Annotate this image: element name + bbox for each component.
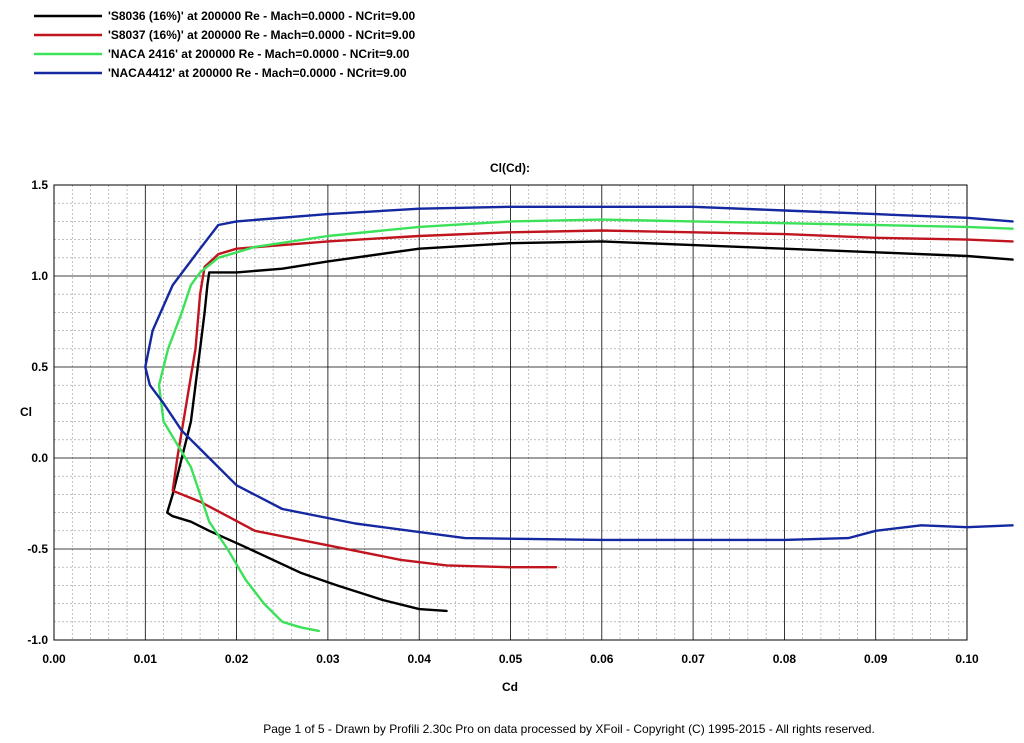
x-tick-labels: 0.00 0.01 0.02 0.03 0.04 0.05 0.06 0.07 0.08 0.09… [42, 652, 979, 666]
legend-entry: 'S8037 (16%)' at 200000 Re - Mach=0.0000… [108, 28, 416, 42]
y-axis-label: Cl [20, 405, 32, 419]
x-tick-label: 0.07 [681, 652, 705, 666]
series-line-1 [165, 240, 1014, 613]
series-line-2 [171, 229, 1014, 569]
chart-title: Cl(Cd): [490, 161, 530, 175]
x-tick-label: 0.02 [225, 652, 249, 666]
x-tick-label: 0.10 [955, 652, 979, 666]
legend-entry: 'NACA 2416' at 200000 Re - Mach=0.0000 -… [108, 47, 410, 61]
y-tick-labels: 1.5 1.0 0.5 0.0 -0.5 -1.0 [27, 178, 48, 647]
legend-entry: 'NACA4412' at 200000 Re - Mach=0.0000 - … [108, 66, 407, 80]
x-tick-label: 0.00 [42, 652, 66, 666]
x-tick-label: 0.04 [408, 652, 432, 666]
x-tick-label: 0.05 [499, 652, 523, 666]
legend: 'S8036 (16%)' at 200000 Re - Mach=0.0000… [34, 9, 416, 80]
x-tick-label: 0.03 [316, 652, 340, 666]
x-tick-label: 0.08 [773, 652, 797, 666]
series-line-4 [144, 205, 1014, 542]
x-axis-label: Cd [502, 680, 518, 694]
footer-text: Page 1 of 5 - Drawn by Profili 2.30c Pro… [263, 722, 875, 736]
y-tick-label: 0.0 [31, 451, 48, 465]
y-tick-label: 1.5 [31, 178, 48, 192]
x-tick-label: 0.06 [590, 652, 614, 666]
series-layer [144, 205, 1014, 633]
x-tick-label: 0.01 [134, 652, 158, 666]
y-tick-label: -0.5 [27, 542, 48, 556]
plot-frame [53, 184, 968, 641]
y-tick-label: -1.0 [27, 633, 48, 647]
series-line-3 [157, 218, 1014, 633]
y-tick-label: 1.0 [31, 269, 48, 283]
legend-entry: 'S8036 (16%)' at 200000 Re - Mach=0.0000… [108, 9, 416, 23]
x-tick-label: 0.09 [864, 652, 888, 666]
y-tick-label: 0.5 [31, 360, 48, 374]
